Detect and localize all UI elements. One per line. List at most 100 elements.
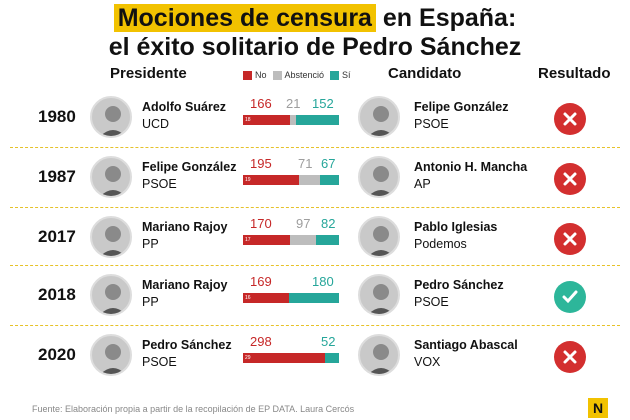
president-party: PP (142, 237, 159, 251)
bar-segment-abstention (299, 175, 320, 185)
table-row: 2020 Pedro Sánchez PSOE 298 52 29 Santiago Aba… (0, 325, 630, 386)
row-year: 1980 (38, 107, 76, 126)
row-separator (10, 325, 620, 326)
candidate-name: Pablo Iglesias (414, 220, 498, 234)
president-name: Mariano Rajoy (142, 220, 228, 234)
vote-bar: 16 (243, 293, 339, 303)
title-rest: en España: (375, 4, 517, 32)
segment-label: 19 (245, 177, 251, 183)
candidate-photo (358, 216, 400, 258)
candidate-photo (358, 274, 400, 316)
vote-bar: 29 (243, 353, 339, 363)
title-line-1: Mociones de censura en España: (0, 3, 630, 33)
table-row: 2018 Mariano Rajoy PP 169 180 16 Pedro Sánchez… (0, 265, 630, 326)
bar-segment-abstention (289, 235, 317, 245)
result-success-badge (554, 281, 586, 313)
table-row: 1987 Felipe González PSOE 195 71 67 19 Antonio … (0, 147, 630, 208)
data-label-yes: 180 (312, 274, 334, 289)
candidate-party: PSOE (414, 117, 449, 131)
president-name: Mariano Rajoy (142, 278, 228, 292)
candidate-name: Santiago Abascal (414, 338, 518, 352)
row-year: 1987 (38, 167, 76, 186)
title-highlight: Mociones de censura (113, 4, 376, 32)
vote-bar: 18 (243, 115, 339, 125)
candidate-photo (358, 96, 400, 138)
candidate-photo (358, 334, 400, 376)
data-label-no: 166 (250, 96, 272, 111)
check-icon (562, 290, 578, 304)
data-label-abstention: 21 (286, 96, 301, 111)
table-row: 1980 Adolfo Suárez UCD 166 21 152 18 Felipe Gon… (0, 90, 630, 148)
president-party: PSOE (142, 355, 177, 369)
data-label-no: 169 (250, 274, 272, 289)
bar-segment-yes (289, 293, 339, 303)
data-label-abstention: 71 (298, 156, 313, 171)
result-fail-badge (554, 163, 586, 195)
header-candidate: Candidato (388, 65, 462, 82)
row-year: 2018 (38, 285, 76, 304)
legend-swatch-abstention (272, 70, 282, 80)
legend-label-no: No (255, 70, 267, 80)
segment-label: 16 (245, 295, 251, 301)
bar-segment-yes (319, 175, 339, 185)
legend-item-abstention: Abstenció (272, 70, 325, 80)
bar-segment-yes (324, 353, 339, 363)
president-name: Felipe González (142, 160, 237, 174)
bar-segment-abstention (290, 115, 296, 125)
president-party: PSOE (142, 177, 177, 191)
result-fail-badge (554, 103, 586, 135)
bar-segment-no: 29 (243, 353, 325, 363)
legend-swatch-yes (330, 70, 340, 80)
x-icon (563, 350, 577, 364)
president-name: Adolfo Suárez (142, 100, 227, 114)
table-row: 2017 Mariano Rajoy PP 170 97 82 17 Pablo Iglesi… (0, 207, 630, 268)
legend-item-yes: Sí (330, 70, 351, 80)
candidate-photo (358, 156, 400, 198)
candidate-name: Pedro Sánchez (414, 278, 504, 292)
row-separator (10, 207, 620, 208)
candidate-name: Antonio H. Mancha (414, 160, 528, 174)
candidate-party: VOX (414, 355, 441, 369)
legend: No Abstenció Sí (243, 70, 357, 80)
x-icon (563, 172, 577, 186)
row-year: 2017 (38, 227, 76, 246)
data-label-yes: 67 (321, 156, 336, 171)
candidate-party: Podemos (414, 237, 467, 251)
legend-label-abstention: Abstenció (284, 70, 325, 80)
title-line-2: el éxito solitario de Pedro Sánchez (108, 33, 522, 61)
bar-segment-no: 17 (243, 235, 290, 245)
x-icon (563, 112, 577, 126)
data-label-no: 298 (250, 334, 272, 349)
president-photo (90, 96, 132, 138)
president-photo (90, 334, 132, 376)
candidate-party: AP (414, 177, 431, 191)
segment-label: 18 (245, 117, 251, 123)
president-party: PP (142, 295, 159, 309)
president-photo (90, 274, 132, 316)
bar-segment-no: 18 (243, 115, 290, 125)
data-label-yes: 82 (321, 216, 336, 231)
x-icon (563, 232, 577, 246)
legend-label-yes: Sí (342, 70, 351, 80)
result-fail-badge (554, 223, 586, 255)
segment-label: 29 (245, 355, 251, 361)
president-photo (90, 156, 132, 198)
data-label-abstention: 97 (296, 216, 311, 231)
bar-segment-no: 16 (243, 293, 290, 303)
data-label-yes: 152 (312, 96, 334, 111)
data-label-yes: 52 (321, 334, 336, 349)
data-label-no: 170 (250, 216, 272, 231)
header-result: Resultado (538, 65, 611, 82)
header-president: Presidente (110, 65, 187, 82)
bar-segment-no: 19 (243, 175, 300, 185)
source-footer: Fuente: Elaboración propia a partir de l… (32, 404, 355, 414)
result-fail-badge (554, 341, 586, 373)
candidate-name: Felipe González (414, 100, 509, 114)
vote-bar: 17 (243, 235, 339, 245)
legend-swatch-no (243, 70, 252, 80)
president-party: UCD (142, 117, 170, 131)
president-name: Pedro Sánchez (142, 338, 232, 352)
vote-bar: 19 (243, 175, 339, 185)
data-label-no: 195 (250, 156, 272, 171)
row-separator (10, 147, 620, 148)
